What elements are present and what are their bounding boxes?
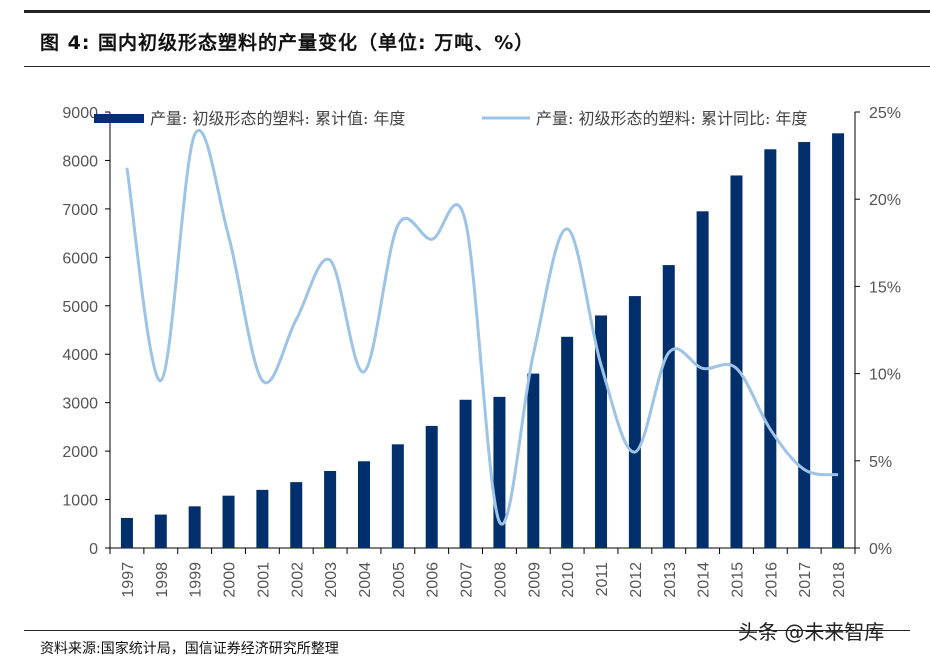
x-tick-label: 2017 bbox=[797, 562, 814, 598]
watermark: 头条 @未来智库 bbox=[738, 620, 885, 644]
x-tick-label: 2006 bbox=[425, 562, 442, 598]
yoy-line bbox=[125, 129, 839, 526]
bar-2008 bbox=[493, 396, 506, 548]
bar-1997 bbox=[120, 517, 133, 548]
left-tick-label: 2000 bbox=[62, 444, 98, 461]
bar-2018 bbox=[832, 133, 845, 548]
x-tick-label: 1998 bbox=[154, 562, 171, 598]
x-tick-label: 2000 bbox=[222, 562, 239, 598]
title-rule bbox=[24, 66, 930, 67]
source-rule bbox=[24, 630, 910, 631]
x-tick-label: 2010 bbox=[560, 562, 577, 598]
x-tick-label: 2007 bbox=[459, 562, 476, 598]
left-tick-label: 6000 bbox=[62, 250, 98, 267]
x-tick-label: 2008 bbox=[492, 562, 509, 598]
right-tick-label: 5% bbox=[869, 454, 892, 471]
left-tick-label: 0 bbox=[89, 541, 98, 558]
bar-2006 bbox=[425, 425, 438, 548]
right-tick-label: 0% bbox=[869, 541, 892, 558]
bar-2002 bbox=[290, 482, 303, 548]
legend-bar-label: 产量: 初级形态的塑料: 累计值: 年度 bbox=[150, 109, 405, 128]
right-tick-label: 20% bbox=[869, 192, 901, 209]
x-tick-label: 2018 bbox=[831, 562, 848, 598]
bar-2005 bbox=[391, 444, 404, 548]
bar-2013 bbox=[662, 265, 675, 548]
top-rule bbox=[24, 10, 930, 13]
x-tick-label: 2005 bbox=[391, 562, 408, 598]
x-tick-label: 2009 bbox=[526, 562, 543, 598]
x-tick-label: 1997 bbox=[120, 562, 137, 598]
bar-2003 bbox=[324, 470, 337, 548]
bar-2014 bbox=[696, 211, 709, 549]
bar-2004 bbox=[357, 461, 370, 548]
right-tick-label: 25% bbox=[869, 105, 901, 122]
x-tick-label: 2002 bbox=[289, 562, 306, 598]
left-tick-label: 3000 bbox=[62, 396, 98, 413]
left-tick-label: 9000 bbox=[62, 105, 98, 122]
bar-2010 bbox=[561, 336, 574, 548]
legend-line-label: 产量: 初级形态的塑料: 累计同比: 年度 bbox=[536, 109, 807, 128]
left-tick-label: 5000 bbox=[62, 299, 98, 316]
bar-2001 bbox=[256, 489, 269, 548]
left-tick-label: 1000 bbox=[62, 493, 98, 510]
legend-bar-swatch bbox=[94, 114, 144, 123]
x-tick-label: 2003 bbox=[323, 562, 340, 598]
x-tick-label: 2004 bbox=[357, 562, 374, 598]
bar-2007 bbox=[459, 399, 472, 548]
x-tick-label: 2012 bbox=[628, 562, 645, 598]
x-tick-label: 2013 bbox=[662, 562, 679, 598]
source-note: 资料来源:国家统计局，国信证券经济研究所整理 bbox=[40, 641, 339, 657]
left-tick-label: 8000 bbox=[62, 153, 98, 170]
x-tick-label: 1999 bbox=[188, 562, 205, 598]
x-tick-label: 2011 bbox=[594, 562, 611, 597]
x-tick-label: 2016 bbox=[763, 562, 780, 598]
bar-1998 bbox=[154, 514, 167, 548]
right-tick-label: 10% bbox=[869, 367, 901, 384]
x-tick-label: 2014 bbox=[696, 562, 713, 598]
left-tick-label: 7000 bbox=[62, 202, 98, 219]
x-tick-label: 2015 bbox=[729, 562, 746, 598]
bar-2016 bbox=[764, 149, 777, 548]
bar-2017 bbox=[798, 142, 811, 548]
right-tick-label: 15% bbox=[869, 279, 901, 296]
bar-2009 bbox=[527, 373, 540, 548]
x-tick-label: 2001 bbox=[255, 562, 272, 598]
bar-2012 bbox=[628, 296, 641, 548]
bar-2015 bbox=[730, 175, 743, 548]
bar-2000 bbox=[222, 495, 235, 548]
bar-1999 bbox=[188, 506, 201, 548]
figure-title: 图 4: 国内初级形态塑料的产量变化（单位: 万吨、%） bbox=[40, 32, 535, 54]
left-tick-label: 4000 bbox=[62, 347, 98, 364]
